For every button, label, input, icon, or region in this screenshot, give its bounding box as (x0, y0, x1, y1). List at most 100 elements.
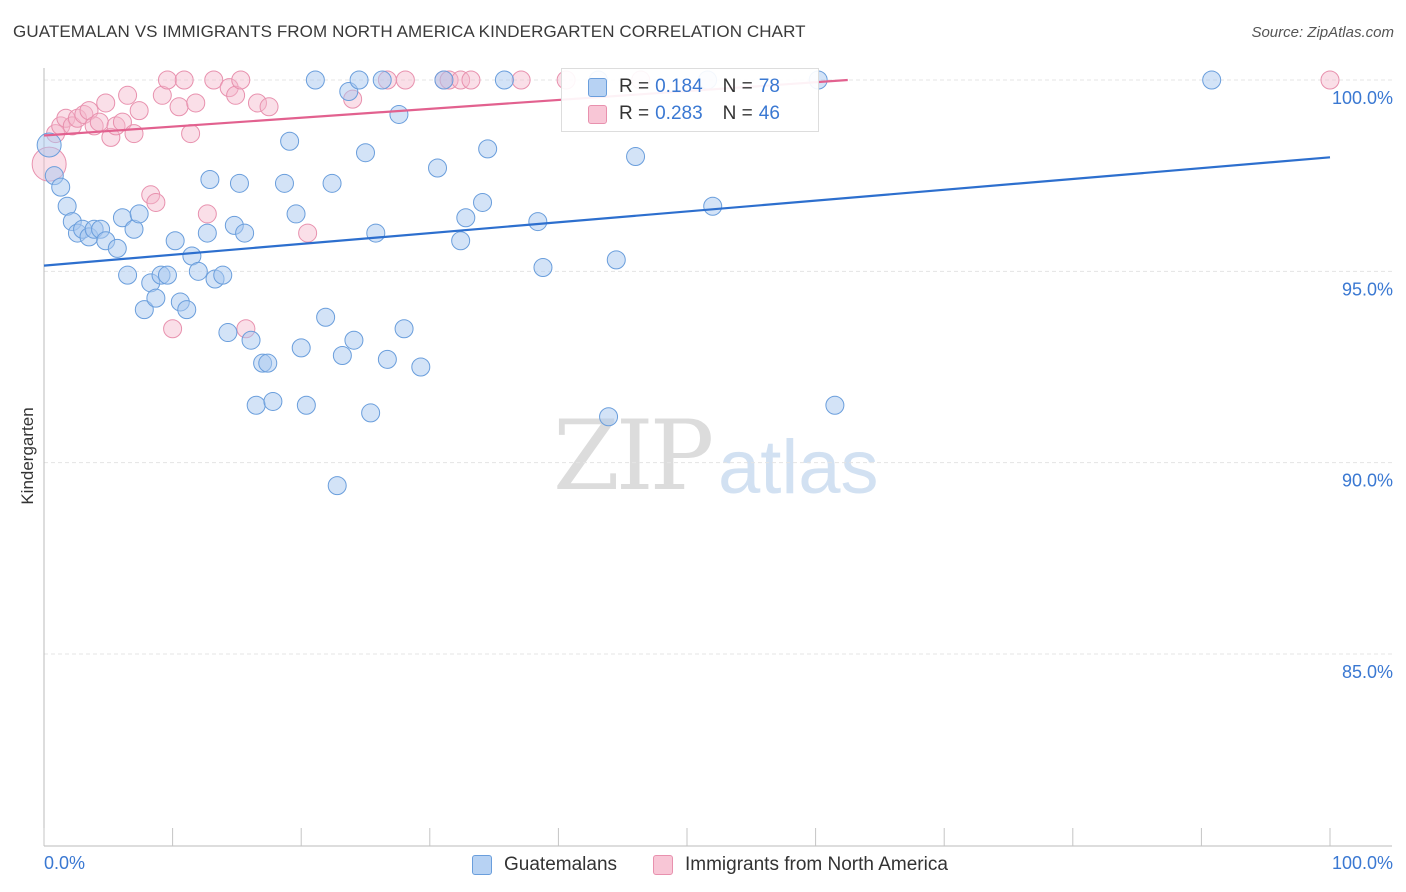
data-point-guatemalans (235, 223, 255, 243)
data-point-guatemalans (305, 70, 325, 90)
data-point-immigrants (146, 192, 166, 212)
data-point-guatemalans (258, 353, 278, 373)
data-point-guatemalans (349, 70, 369, 90)
legend-label: Immigrants from North America (685, 854, 948, 875)
data-point-guatemalans (134, 300, 154, 320)
data-point-immigrants (181, 124, 201, 144)
legend-r-value: 0.283 (655, 103, 703, 124)
data-point-guatemalans (246, 395, 266, 415)
legend-n-label: N = (722, 76, 753, 97)
data-point-immigrants (152, 85, 172, 105)
data-point-guatemalans (129, 204, 149, 224)
data-point-guatemalans (451, 231, 471, 251)
legend-r-label: R = (619, 76, 650, 97)
data-point-guatemalans (361, 403, 381, 423)
legend-r-label: R = (619, 103, 650, 124)
legend-n-value: 78 (758, 76, 780, 97)
data-point-guatemalans (606, 250, 626, 270)
data-point-guatemalans (291, 338, 311, 358)
data-point-guatemalans (533, 258, 553, 278)
y-tick-label: 100.0% (1332, 88, 1393, 108)
data-point-guatemalans (372, 70, 392, 90)
data-point-immigrants (1320, 70, 1340, 90)
data-point-guatemalans (434, 70, 454, 90)
data-point-guatemalans (296, 395, 316, 415)
data-point-guatemalans (389, 104, 409, 124)
data-point-immigrants (395, 70, 415, 90)
data-point-guatemalans (344, 330, 364, 350)
data-point-guatemalans (394, 319, 414, 339)
data-point-guatemalans (411, 357, 431, 377)
data-point-guatemalans (322, 173, 342, 193)
data-point-immigrants (89, 112, 109, 132)
data-point-immigrants (226, 85, 246, 105)
data-point-guatemalans (280, 131, 300, 151)
data-point-guatemalans (241, 330, 261, 350)
data-point-guatemalans (218, 323, 238, 343)
data-point-guatemalans (197, 223, 217, 243)
data-point-immigrants (101, 127, 121, 147)
data-point-guatemalans (366, 223, 386, 243)
data-point-immigrants (231, 70, 251, 90)
legend-swatch-pink (588, 104, 607, 124)
data-point-immigrants (124, 124, 144, 144)
data-point-guatemalans (51, 177, 71, 197)
legend-r-value: 0.184 (655, 76, 703, 97)
data-point-immigrants (259, 97, 279, 117)
data-point-immigrants (174, 70, 194, 90)
data-point-guatemalans (599, 407, 619, 427)
data-point-immigrants (129, 101, 149, 121)
data-point-guatemalans (188, 261, 208, 281)
y-tick-label: 95.0% (1342, 279, 1393, 299)
data-point-immigrants (298, 223, 318, 243)
data-point-guatemalans (165, 231, 185, 251)
tick-labels: 100.0% 95.0% 90.0% 85.0% 0.0% 100.0% (44, 88, 1393, 873)
legend-label: Guatemalans (504, 854, 618, 875)
data-point-guatemalans (478, 139, 498, 159)
data-point-guatemalans (703, 196, 723, 216)
data-point-guatemalans (626, 147, 646, 167)
data-point-guatemalans (36, 132, 62, 158)
legend-row-immigrants: R = 0.283 N = 46 (588, 102, 780, 126)
stats-legend: R = 0.184 N = 78 R = 0.283 N = 46 (561, 68, 819, 132)
data-point-guatemalans (332, 346, 352, 366)
data-point-immigrants (96, 93, 116, 113)
data-point-guatemalans (213, 265, 233, 285)
source-label: Source: ZipAtlas.com (1251, 24, 1394, 41)
data-point-immigrants (219, 78, 239, 98)
data-point-immigrants (204, 70, 224, 90)
data-point-guatemalans (456, 208, 476, 228)
data-point-immigrants (186, 93, 206, 113)
trend-line-guatemalans (43, 156, 1331, 267)
y-tick-label: 90.0% (1342, 471, 1393, 491)
watermark-zip: ZIP (553, 400, 714, 512)
y-tick-label: 85.0% (1342, 662, 1393, 682)
data-point-immigrants (163, 319, 183, 339)
watermark-atlas: atlas (718, 425, 879, 510)
data-point-guatemalans (356, 143, 375, 163)
legend-row-guatemalans: R = 0.184 N = 78 (588, 75, 780, 99)
data-point-immigrants (461, 70, 481, 90)
axes (43, 68, 1392, 847)
x-tick-label: 0.0% (44, 853, 85, 873)
legend-swatch-blue (472, 855, 492, 875)
legend-swatch-pink (653, 855, 673, 875)
legend-n-value: 46 (758, 103, 780, 124)
data-point-guatemalans (377, 349, 397, 369)
data-point-immigrants (511, 70, 531, 90)
legend-n-label: N = (722, 103, 753, 124)
series-guatemalans-points (36, 70, 1222, 496)
data-point-immigrants (56, 108, 76, 128)
data-point-guatemalans (157, 265, 177, 285)
data-point-guatemalans (177, 300, 197, 320)
data-point-guatemalans (263, 391, 283, 411)
legend-swatch-blue (588, 77, 607, 97)
data-point-immigrants (157, 70, 177, 90)
series-legend: Guatemalans Immigrants from North Americ… (0, 852, 1406, 878)
chart-title: GUATEMALAN VS IMMIGRANTS FROM NORTH AMER… (13, 22, 806, 41)
grid-lines (44, 79, 1392, 655)
data-point-guatemalans (146, 288, 166, 308)
legend-item-immigrants[interactable]: Immigrants from North America (653, 852, 948, 878)
legend-item-guatemalans[interactable]: Guatemalans (472, 852, 617, 878)
data-point-immigrants (247, 93, 267, 113)
